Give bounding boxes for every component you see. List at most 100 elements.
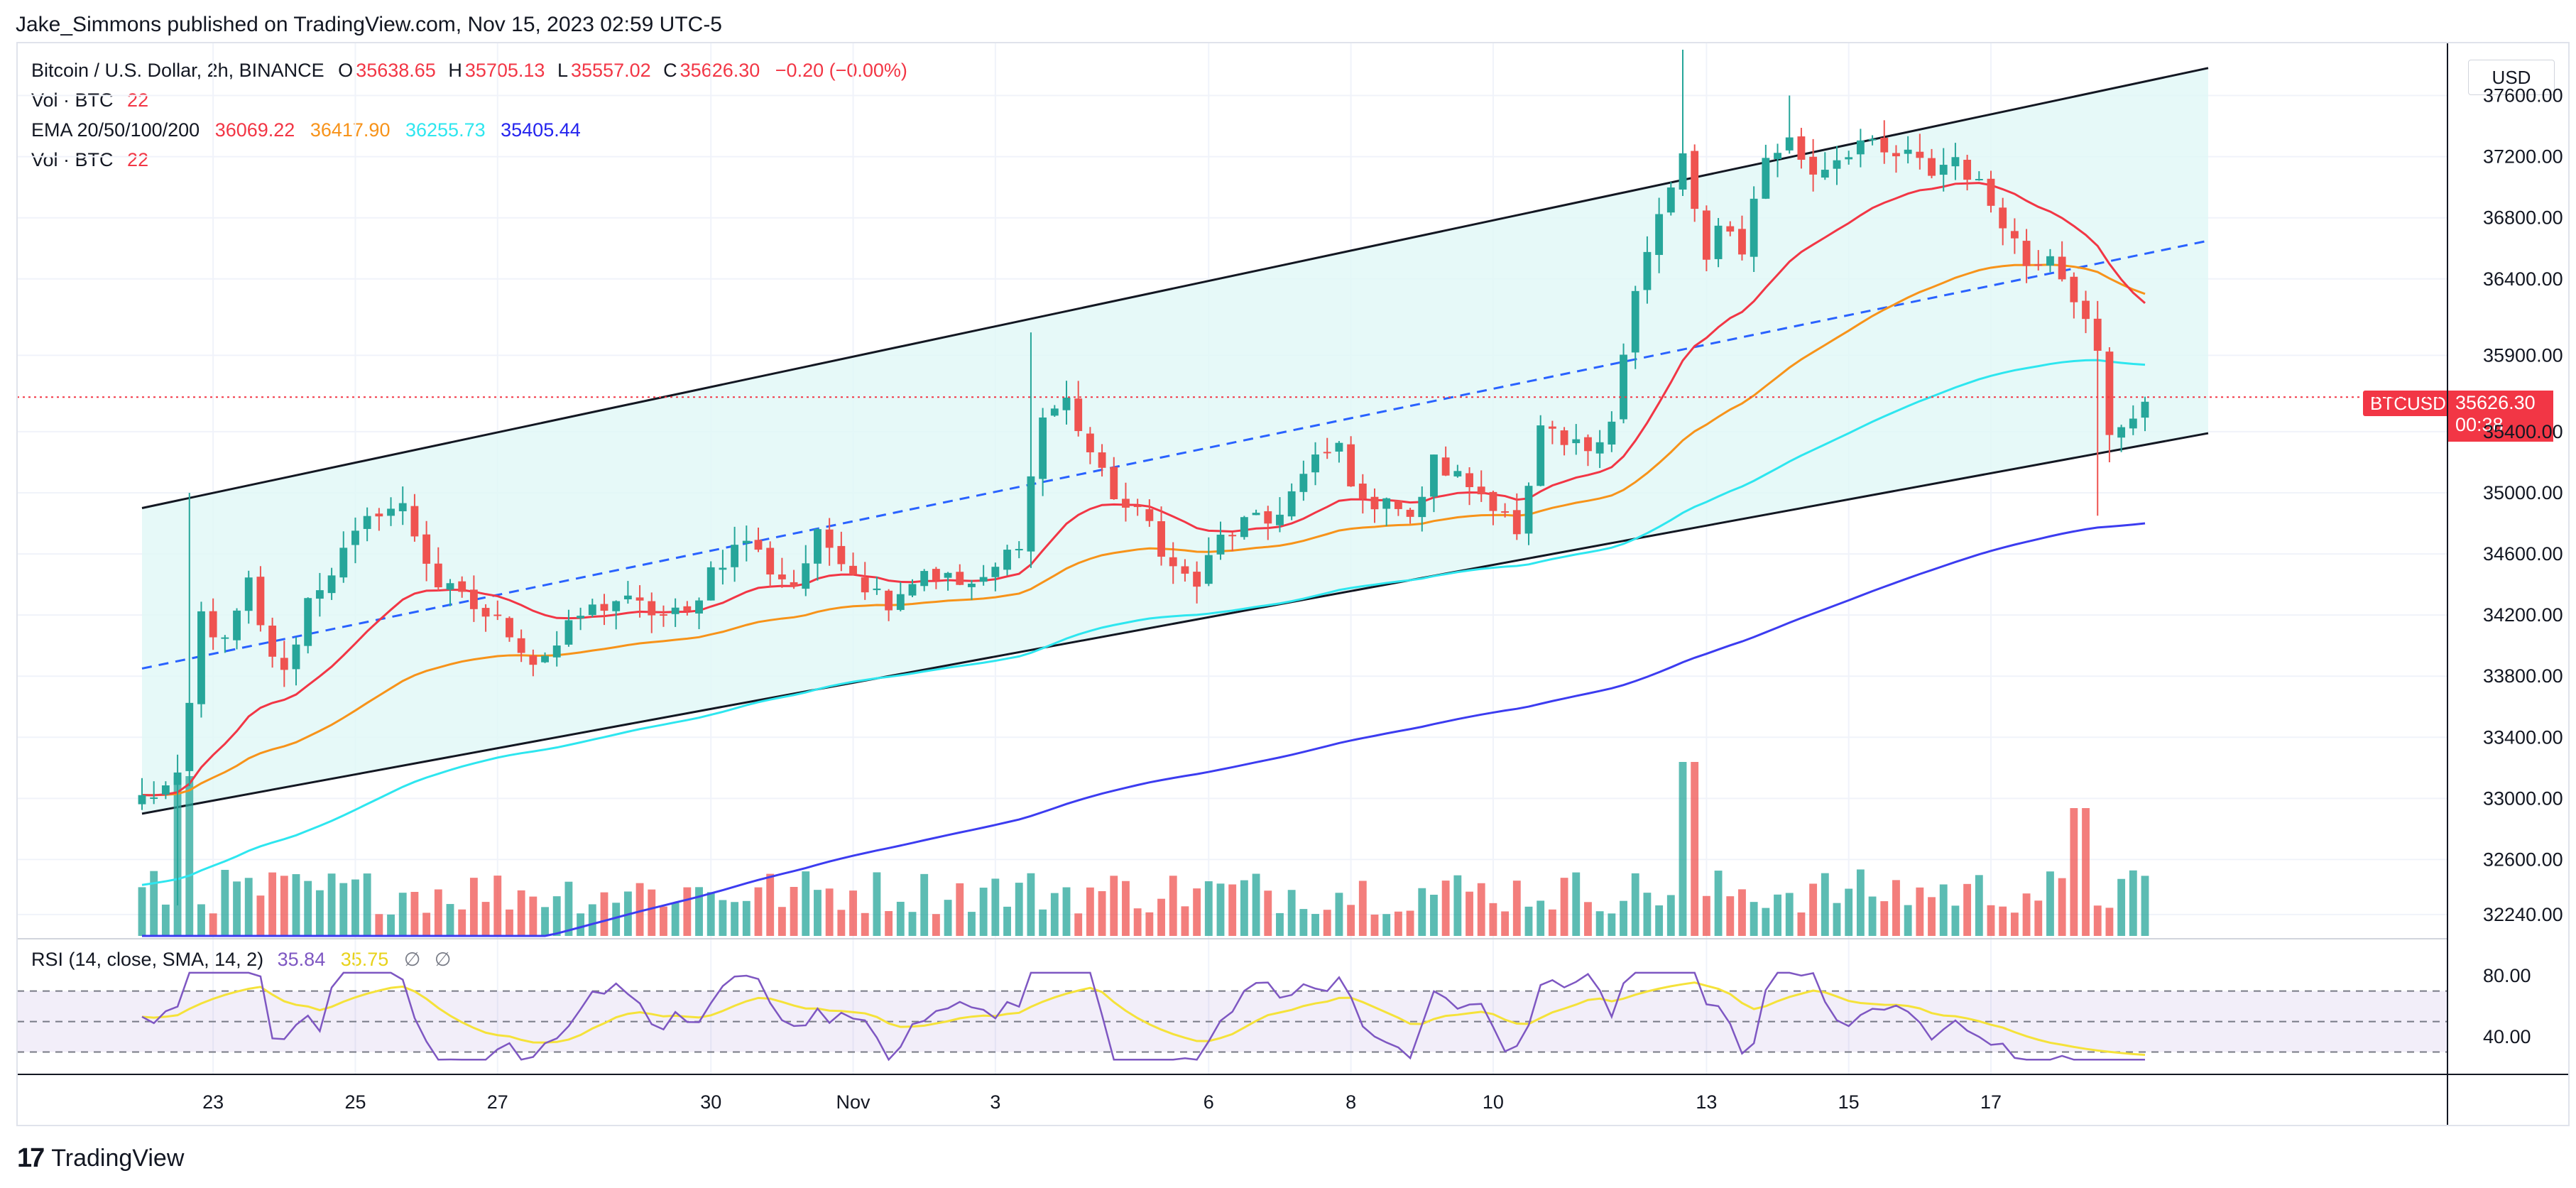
- volume-bar: [1548, 909, 1556, 936]
- candle-body: [1537, 425, 1545, 486]
- candle-body: [280, 658, 288, 670]
- volume-bar: [1999, 906, 2007, 936]
- candle-body: [2058, 256, 2066, 280]
- candle-body: [1370, 496, 1379, 510]
- candle-body: [648, 601, 656, 616]
- volume-bar: [1666, 895, 1675, 936]
- volume-bar: [1643, 893, 1652, 936]
- volume-bar: [1228, 884, 1237, 936]
- volume-bar: [1868, 896, 1877, 936]
- candle-body: [837, 545, 846, 565]
- candle-body: [671, 607, 680, 614]
- candle-body: [1382, 498, 1391, 509]
- rsi-legend[interactable]: RSI (14, close, SMA, 14, 2) 35.84 35.75 …: [31, 949, 454, 971]
- volume-bar: [920, 873, 929, 936]
- currency-button[interactable]: USD: [2468, 60, 2555, 95]
- volume-bar: [2058, 878, 2066, 936]
- ema20-value: 36069.22: [214, 119, 295, 141]
- symbol-legend[interactable]: Bitcoin / U.S. Dollar, 2h, BINANCE O 3563…: [31, 60, 910, 82]
- ema50-value: 36417.90: [310, 119, 391, 141]
- volume-bar: [150, 871, 158, 936]
- volume-bar: [1370, 914, 1379, 936]
- candle-body: [790, 582, 798, 587]
- price-tick-label: 32240.00: [2483, 904, 2563, 925]
- candle-body: [2010, 231, 2019, 239]
- volume-bar: [1524, 906, 1533, 936]
- volume-bar: [256, 895, 265, 936]
- volume-bar: [1856, 869, 1865, 936]
- price-tick-label: 35900.00: [2483, 344, 2563, 366]
- time-tick-label: 25: [344, 1091, 366, 1113]
- volume-legend-2[interactable]: Vol · BTC 22: [31, 149, 151, 171]
- candle-body: [1157, 521, 1165, 557]
- rsi-tick-label: 40.00: [2483, 1026, 2531, 1047]
- volume-bar: [1512, 881, 1521, 936]
- candle-body: [1311, 454, 1319, 473]
- candle-body: [660, 614, 667, 616]
- candle-body: [1904, 149, 1912, 154]
- candle-body: [956, 572, 964, 585]
- volume-bar: [932, 914, 940, 936]
- candle-body: [1299, 474, 1308, 492]
- candle-body: [1287, 491, 1296, 517]
- candle-body: [1276, 514, 1284, 525]
- volume-bar: [1311, 914, 1319, 936]
- tradingview-brand[interactable]: 17 TradingView: [17, 1143, 184, 1174]
- candle-body: [422, 534, 431, 564]
- candle-body: [209, 611, 217, 638]
- ema200-line: [142, 522, 2146, 937]
- volume-bar: [410, 892, 419, 936]
- high-value: 35705.13: [464, 60, 545, 81]
- candle-body: [1845, 157, 1853, 160]
- volume-bar: [802, 871, 810, 936]
- candle-body: [1086, 433, 1094, 452]
- volume-bar: [304, 881, 312, 936]
- volume-bar: [1240, 880, 1248, 936]
- candle-body: [1098, 452, 1106, 468]
- price-tick-label: 34600.00: [2483, 543, 2563, 565]
- candle-body: [173, 772, 182, 785]
- volume-bar: [2117, 878, 2126, 936]
- volume-bar: [2105, 908, 2114, 936]
- candle-body: [754, 540, 763, 550]
- volume-bar: [1833, 903, 1841, 936]
- candle-body: [1856, 140, 1865, 155]
- rsi-sma-line: [141, 981, 2146, 1057]
- candle-body: [1406, 509, 1414, 517]
- time-tick-label: 15: [1838, 1091, 1860, 1113]
- candle-body: [1750, 198, 1758, 257]
- time-tick-label: 17: [1980, 1091, 2002, 1113]
- candle-body: [469, 589, 478, 609]
- candle-body: [1418, 496, 1426, 518]
- volume-bar: [1679, 762, 1687, 936]
- volume-bar: [1347, 905, 1355, 936]
- volume-bar: [1537, 900, 1545, 936]
- candle-body: [1714, 225, 1723, 259]
- volume-bar: [375, 914, 383, 936]
- ema-legend[interactable]: EMA 20/50/100/200 36069.22 36417.90 3625…: [31, 119, 584, 141]
- candle-body: [968, 583, 976, 587]
- volume-bar: [1157, 898, 1165, 936]
- volume-bar: [1453, 875, 1462, 936]
- candle-body: [434, 563, 442, 588]
- candle-body: [1122, 498, 1130, 508]
- time-tick-label: 3: [990, 1091, 1000, 1113]
- volume-bar: [1050, 893, 1059, 936]
- ema100-value: 36255.73: [405, 119, 486, 141]
- change-value: −0.20 (−0.00%): [775, 60, 907, 81]
- price-tick-label: 34200.00: [2483, 604, 2563, 626]
- candle-body: [1027, 476, 1035, 552]
- volume-legend[interactable]: Vol · BTC 22: [31, 89, 151, 111]
- candle-body: [1181, 566, 1189, 574]
- ema100-line: [141, 359, 2146, 886]
- candle-body: [1453, 471, 1462, 476]
- volume-bar: [481, 902, 490, 936]
- volume-bar: [648, 889, 656, 936]
- volume-bar: [1039, 909, 1047, 936]
- candle-body: [398, 503, 407, 511]
- candle-body: [944, 572, 952, 578]
- candle-body: [2046, 256, 2054, 266]
- candle-body: [1074, 398, 1083, 432]
- candle-body: [1951, 157, 1960, 167]
